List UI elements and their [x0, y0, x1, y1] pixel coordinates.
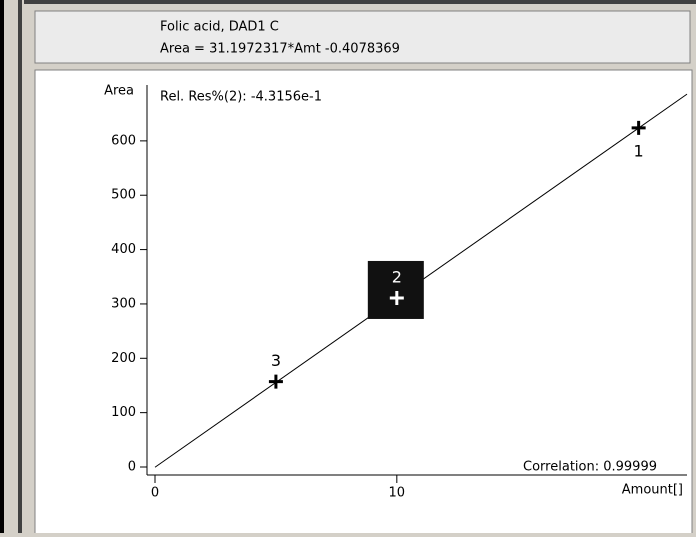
y-tick-label: 100: [111, 405, 136, 420]
point-label: 2: [392, 267, 402, 286]
frame-bar: [18, 0, 22, 533]
frame-bar: [4, 0, 18, 533]
y-tick-label: 500: [111, 188, 136, 203]
frame-bar: [0, 0, 4, 533]
point: [631, 120, 646, 135]
frame-bar: [24, 0, 696, 4]
point-label: 3: [271, 351, 281, 370]
y-axis-label: Area: [104, 84, 134, 99]
annotation: Rel. Res%(2): -4.3156e-1: [160, 90, 322, 105]
y-tick-label: 300: [111, 296, 136, 311]
header-line: Folic acid, DAD1 C: [160, 20, 279, 35]
point: [389, 290, 404, 305]
x-axis-label: Amount[]: [622, 483, 683, 498]
header-line: Area = 31.1972317*Amt -0.4078369: [160, 42, 400, 57]
point-label: 1: [634, 141, 644, 160]
header-box: [34, 10, 691, 64]
point: [268, 374, 283, 389]
annotation: Correlation: 0.99999: [523, 460, 657, 475]
y-tick-label: 200: [111, 351, 136, 366]
y-tick-label: 600: [111, 133, 136, 148]
x-tick-label: 0: [151, 486, 159, 501]
y-tick-label: 400: [111, 242, 136, 257]
x-tick-label: 10: [389, 486, 406, 501]
selection-box: [367, 260, 424, 319]
y-tick-label: 0: [128, 460, 136, 475]
